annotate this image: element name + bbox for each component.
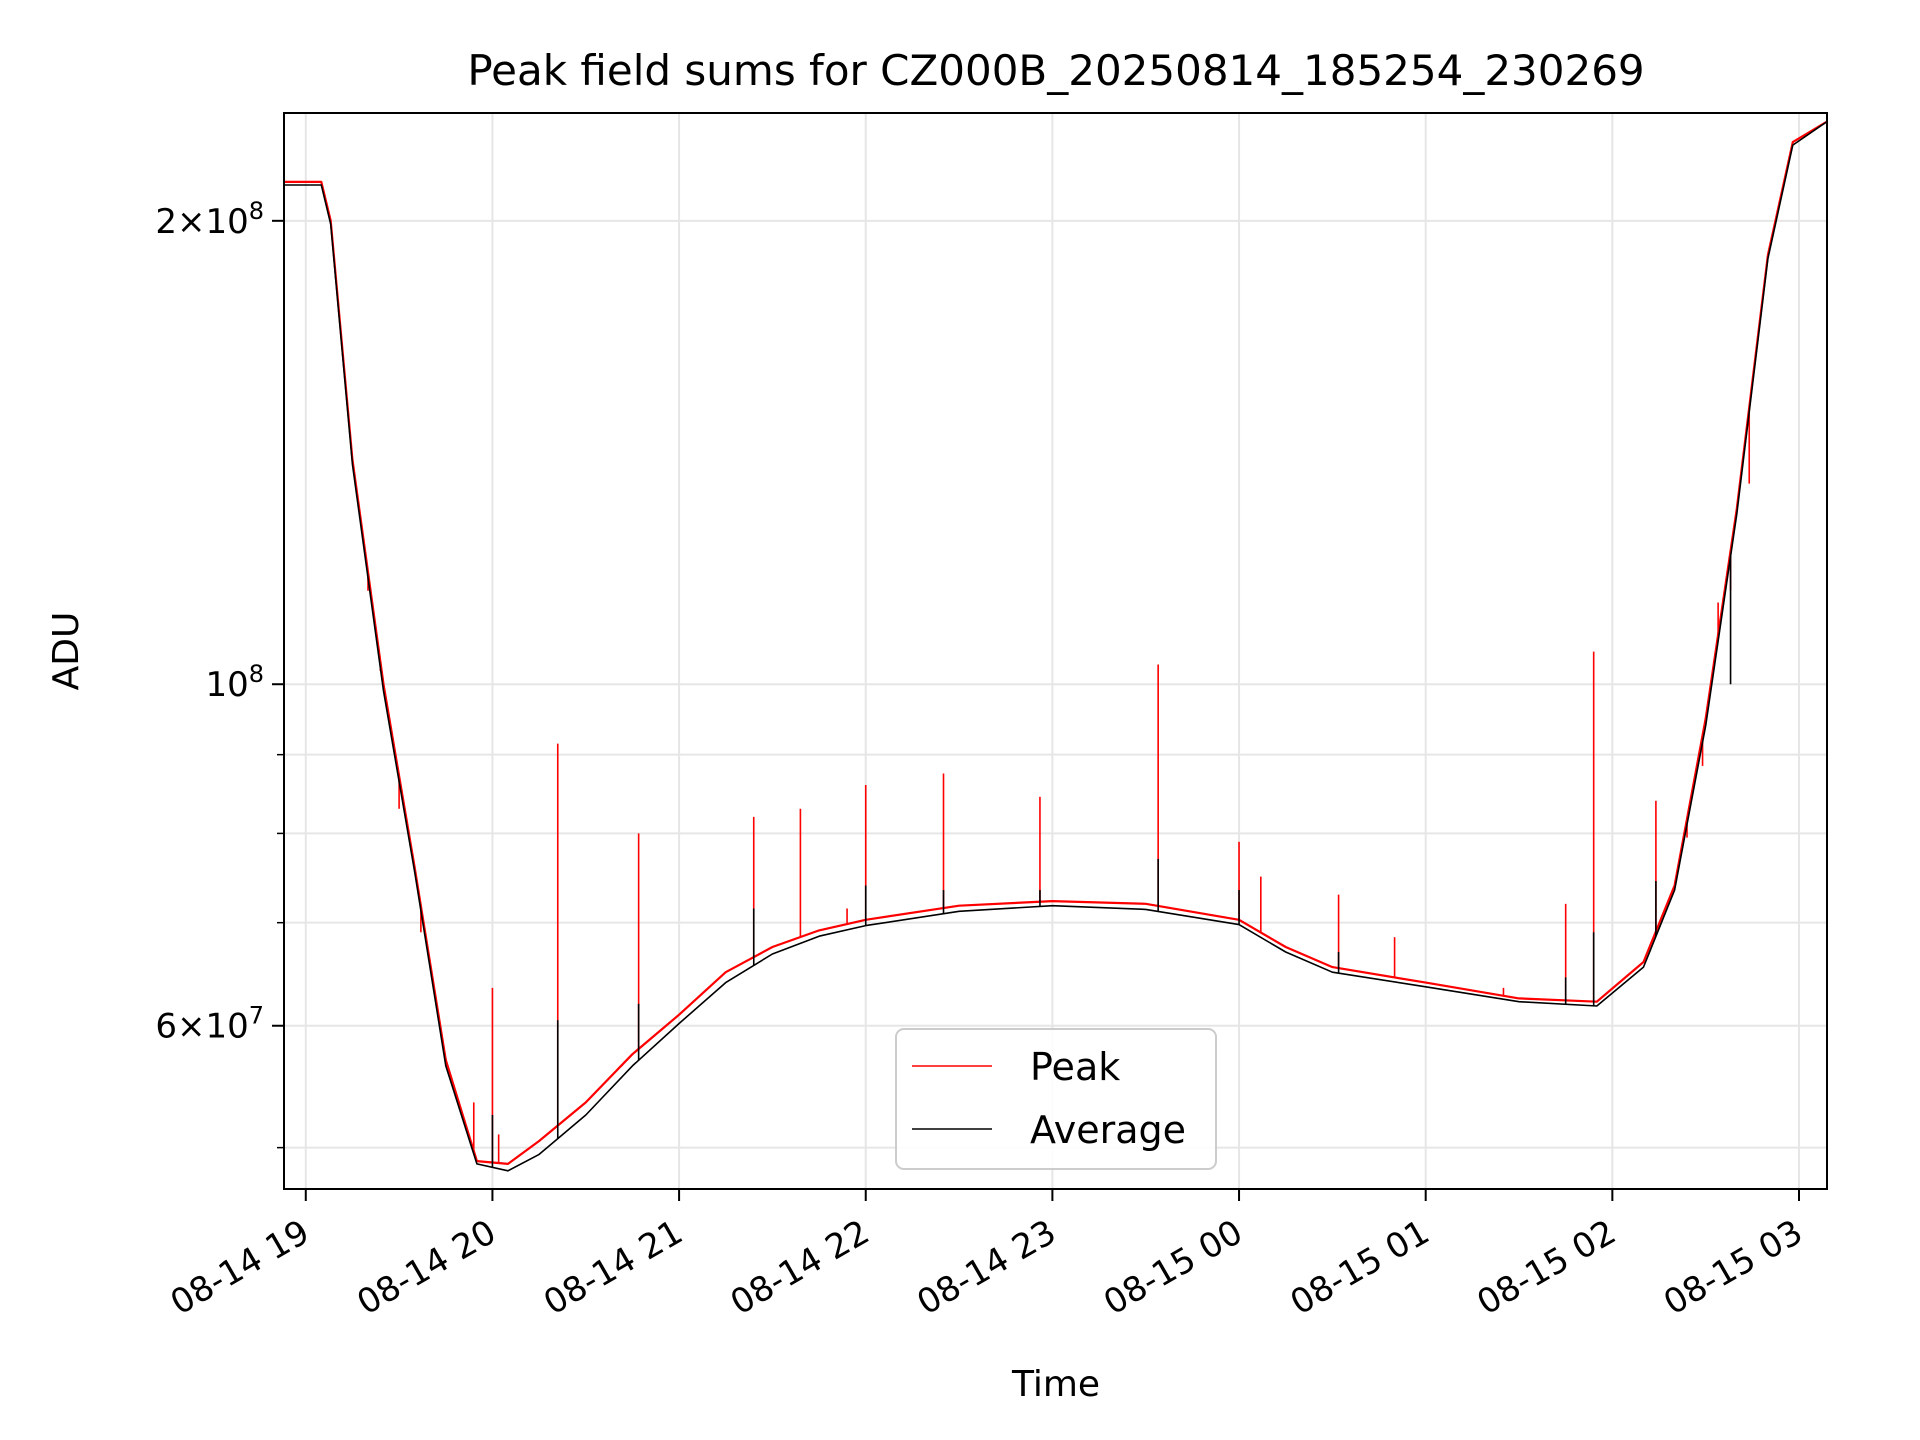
series-lines: [284, 120, 1828, 1172]
y-tick-label: 108: [205, 660, 264, 705]
legend-label-peak: Peak: [1030, 1045, 1120, 1089]
y-axis-label: ADU: [46, 612, 87, 691]
series-line-average: [284, 120, 1828, 1172]
plot-frame: [283, 112, 1828, 1190]
chart-title: Peak field sums for CZ000B_20250814_1852…: [467, 46, 1644, 95]
grid: [284, 113, 1827, 1189]
legend-frame: [895, 1028, 1217, 1170]
legend-label-average: Average: [1030, 1108, 1186, 1152]
legend: Peak Average: [895, 1028, 1217, 1170]
y-tick-label: 2×108: [155, 197, 264, 242]
series-average: [284, 120, 1828, 1172]
y-tick-label: 6×107: [155, 1002, 264, 1047]
x-axis-label: Time: [1011, 1364, 1100, 1405]
